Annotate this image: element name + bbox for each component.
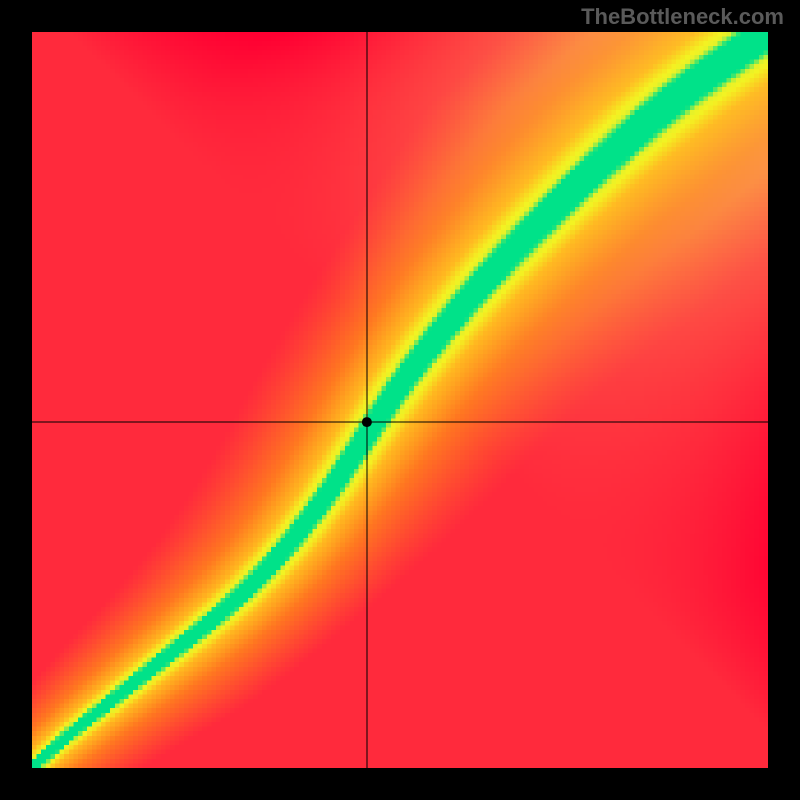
bottleneck-heatmap	[32, 32, 768, 768]
watermark-text: TheBottleneck.com	[581, 4, 784, 30]
chart-container: { "meta": { "watermark_text": "TheBottle…	[0, 0, 800, 800]
